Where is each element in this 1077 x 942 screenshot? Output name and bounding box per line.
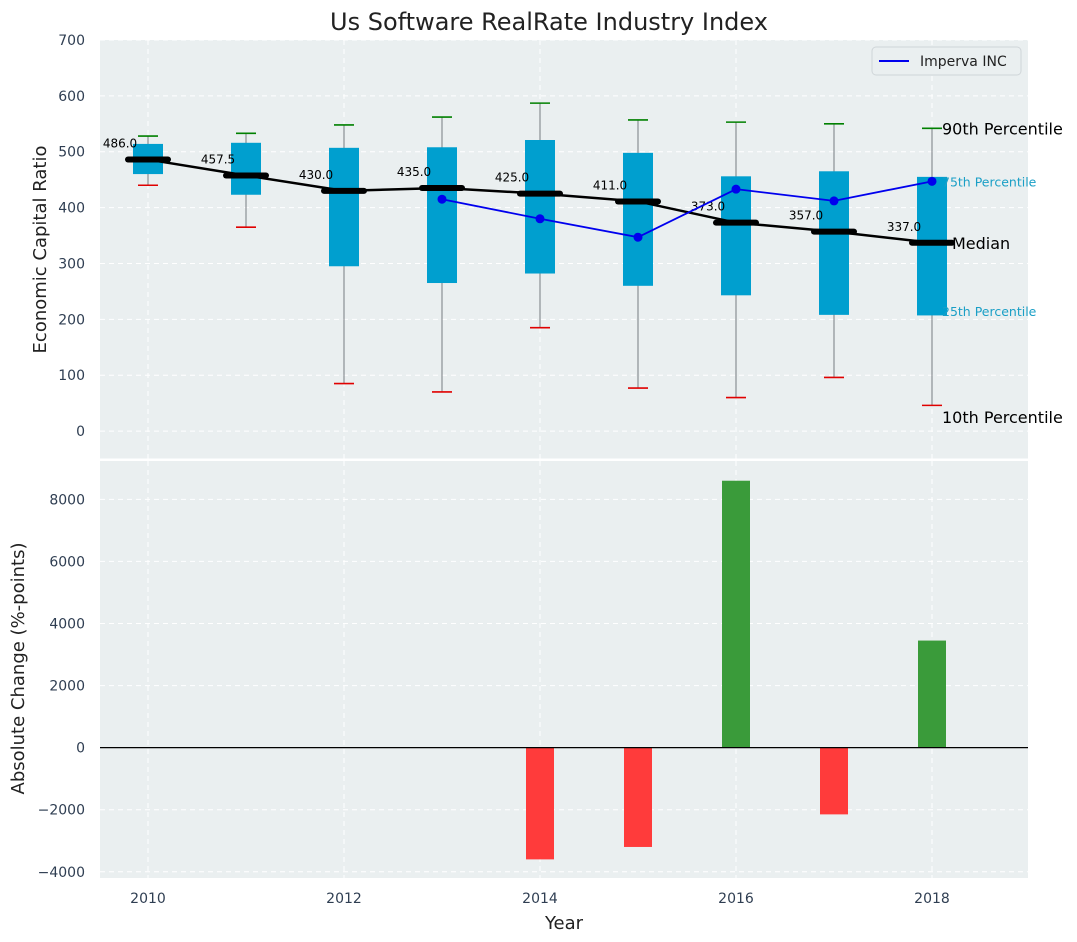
annotation-p10: 10th Percentile: [942, 408, 1063, 427]
legend-box: [871, 46, 1022, 76]
x-axis-label: Year: [544, 913, 584, 934]
x-tick-label: 2010: [130, 891, 166, 907]
company-point: [731, 184, 741, 194]
bottom-y-tick-label: 6000: [49, 554, 85, 570]
median-value-label: 435.0: [397, 165, 431, 179]
x-tick-label: 2014: [522, 891, 558, 907]
box-iqr: [623, 152, 653, 286]
chart-title: Us Software RealRate Industry Index: [330, 8, 768, 36]
median-value-label: 357.0: [789, 209, 823, 223]
bottom-y-axis-label: Absolute Change (%-points): [8, 543, 29, 795]
x-tick-label: 2018: [914, 891, 950, 907]
bottom-y-tick-label: 0: [76, 741, 85, 757]
box-iqr: [819, 171, 849, 315]
median-value-label: 457.5: [201, 152, 235, 166]
median-value-label: 337.0: [887, 220, 921, 234]
median-value-label: 411.0: [593, 178, 627, 192]
median-value-label: 425.0: [495, 171, 529, 185]
change-bar: [918, 640, 946, 748]
top-y-tick-label: 700: [58, 33, 85, 49]
change-bar: [526, 747, 554, 860]
annotation-p75: 75th Percentile: [942, 174, 1037, 189]
top-y-axis-label: Economic Capital Ratio: [30, 146, 51, 354]
box-iqr: [917, 176, 947, 316]
bottom-y-tick-label: 2000: [49, 679, 85, 695]
median-value-label: 430.0: [299, 168, 333, 182]
change-bar: [722, 480, 750, 748]
x-tick-label: 2016: [718, 891, 754, 907]
top-y-tick-label: 100: [58, 368, 85, 384]
x-tick-label: 2012: [326, 891, 362, 907]
company-point: [437, 194, 447, 204]
top-y-tick-label: 600: [58, 89, 85, 105]
change-bar: [624, 747, 652, 847]
bottom-panel-background: [100, 461, 1028, 878]
company-point: [633, 232, 643, 242]
top-y-tick-label: 200: [58, 312, 85, 328]
box-iqr: [231, 142, 261, 195]
company-point: [535, 214, 545, 224]
median-value-label: 373.0: [691, 200, 725, 214]
company-point: [829, 196, 839, 206]
top-y-tick-label: 400: [58, 201, 85, 217]
box-iqr: [427, 147, 457, 284]
legend-label: Imperva INC: [920, 54, 1007, 70]
change-bar: [820, 747, 848, 815]
top-y-tick-label: 0: [76, 424, 85, 440]
top-panel-background: [100, 40, 1028, 459]
bottom-y-tick-label: −2000: [38, 803, 85, 819]
annotation-p25: 25th Percentile: [942, 304, 1037, 319]
annotation-p90: 90th Percentile: [942, 119, 1063, 138]
bottom-y-tick-label: 8000: [49, 492, 85, 508]
annotation-median: Median: [952, 234, 1010, 253]
company-line: [441, 180, 933, 239]
bottom-y-tick-label: 4000: [49, 616, 85, 632]
box-iqr: [525, 140, 555, 274]
company-point: [927, 176, 937, 186]
median-value-label: 486.0: [103, 137, 137, 151]
top-y-tick-label: 500: [58, 145, 85, 161]
bottom-y-tick-label: −4000: [38, 865, 85, 881]
box-iqr: [721, 176, 751, 296]
top-y-tick-label: 300: [58, 256, 85, 272]
box-iqr: [329, 147, 359, 267]
